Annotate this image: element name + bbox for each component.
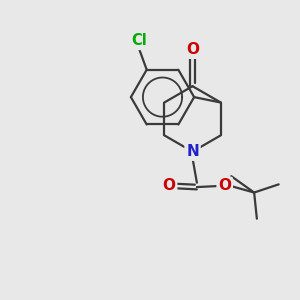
Text: Cl: Cl [131,33,146,48]
Text: N: N [186,144,199,159]
Text: O: O [186,42,199,57]
Text: O: O [163,178,176,194]
Text: O: O [218,178,231,194]
